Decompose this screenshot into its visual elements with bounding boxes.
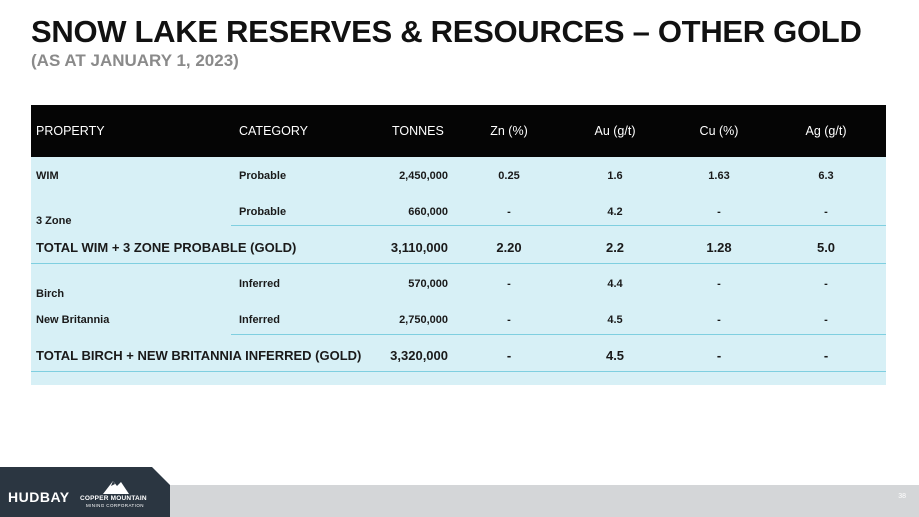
- total-row-au: 2.2: [605, 240, 625, 255]
- header-property: PROPERTY: [36, 124, 105, 138]
- table-row-tonnes: 660,000: [408, 206, 448, 218]
- header-ag: Ag (g/t): [805, 124, 847, 138]
- total-row-au: 4.5: [605, 348, 625, 363]
- total-row-label: TOTAL BIRCH + NEW BRITANNIA INFERRED (GO…: [36, 348, 362, 363]
- header-zn: Zn (%): [490, 124, 528, 138]
- page-subtitle: (AS AT JANUARY 1, 2023): [31, 51, 239, 70]
- copper-mountain-logo: COPPER MOUNTAIN: [80, 495, 147, 502]
- table-row-zn: -: [507, 206, 511, 218]
- table-row-au: 1.6: [607, 170, 623, 182]
- table-row-property: New Britannia: [36, 314, 110, 326]
- table-row-au: 4.5: [607, 314, 623, 326]
- total-row-cu: -: [716, 348, 722, 363]
- total-row-ag: 5.0: [816, 240, 836, 255]
- table-row-category: Inferred: [239, 314, 280, 326]
- row-divider: [231, 334, 886, 335]
- table-row-tonnes: 570,000: [408, 278, 448, 290]
- row-divider: [31, 371, 886, 372]
- hudbay-logo: HUDBAY: [8, 489, 70, 505]
- table-row-ag: 6.3: [818, 170, 834, 182]
- total-row-tonnes: 3,110,000: [390, 240, 448, 255]
- table-row-property: WIM: [36, 170, 59, 182]
- header-tonnes: TONNES: [392, 124, 444, 138]
- table-row-ag: -: [824, 314, 828, 326]
- table-row-cu: -: [717, 314, 721, 326]
- table-row-cu: -: [717, 206, 721, 218]
- table-header: PROPERTY CATEGORY TONNES Zn (%) Au (g/t)…: [31, 105, 886, 157]
- table-row-category: Probable: [239, 206, 287, 218]
- row-divider: [231, 225, 886, 226]
- total-row-ag: -: [823, 348, 829, 363]
- total-row-cu: 1.28: [706, 240, 732, 255]
- row-divider: [31, 263, 886, 264]
- total-row-zn: -: [506, 348, 512, 363]
- total-row-zn: 2.20: [496, 240, 522, 255]
- table-row-tonnes: 2,750,000: [399, 314, 448, 326]
- page-number: 38: [898, 493, 906, 500]
- table-row-zn: -: [507, 314, 511, 326]
- table-row-property: Birch: [36, 288, 65, 300]
- table-row-category: Probable: [239, 170, 287, 182]
- table-row-ag: -: [824, 206, 828, 218]
- table-row-cu: -: [717, 278, 721, 290]
- page-title: SNOW LAKE RESERVES & RESOURCES – OTHER G…: [31, 14, 862, 49]
- reserves-table: PROPERTY CATEGORY TONNES Zn (%) Au (g/t)…: [31, 105, 886, 385]
- header-au: Au (g/t): [594, 124, 636, 138]
- header-category: CATEGORY: [239, 124, 308, 138]
- copper-mountain-subtitle: MINING CORPORATION: [86, 503, 144, 508]
- table-row-category: Inferred: [239, 278, 280, 290]
- header-cu: Cu (%): [699, 124, 739, 138]
- footer-logo-panel: [0, 467, 170, 517]
- table-row-au: 4.2: [607, 206, 623, 218]
- table-row-zn: -: [507, 278, 511, 290]
- table-row-property: 3 Zone: [36, 215, 72, 227]
- total-row-label: TOTAL WIM + 3 ZONE PROBABLE (GOLD): [36, 240, 297, 255]
- total-row-tonnes: 3,320,000: [390, 348, 448, 363]
- table-row-cu: 1.63: [708, 170, 730, 182]
- table-row-tonnes: 2,450,000: [399, 170, 448, 182]
- mountain-icon: [103, 481, 129, 494]
- table-row-zn: 0.25: [498, 170, 520, 182]
- table-row-ag: -: [824, 278, 828, 290]
- table-row-au: 4.4: [607, 278, 623, 290]
